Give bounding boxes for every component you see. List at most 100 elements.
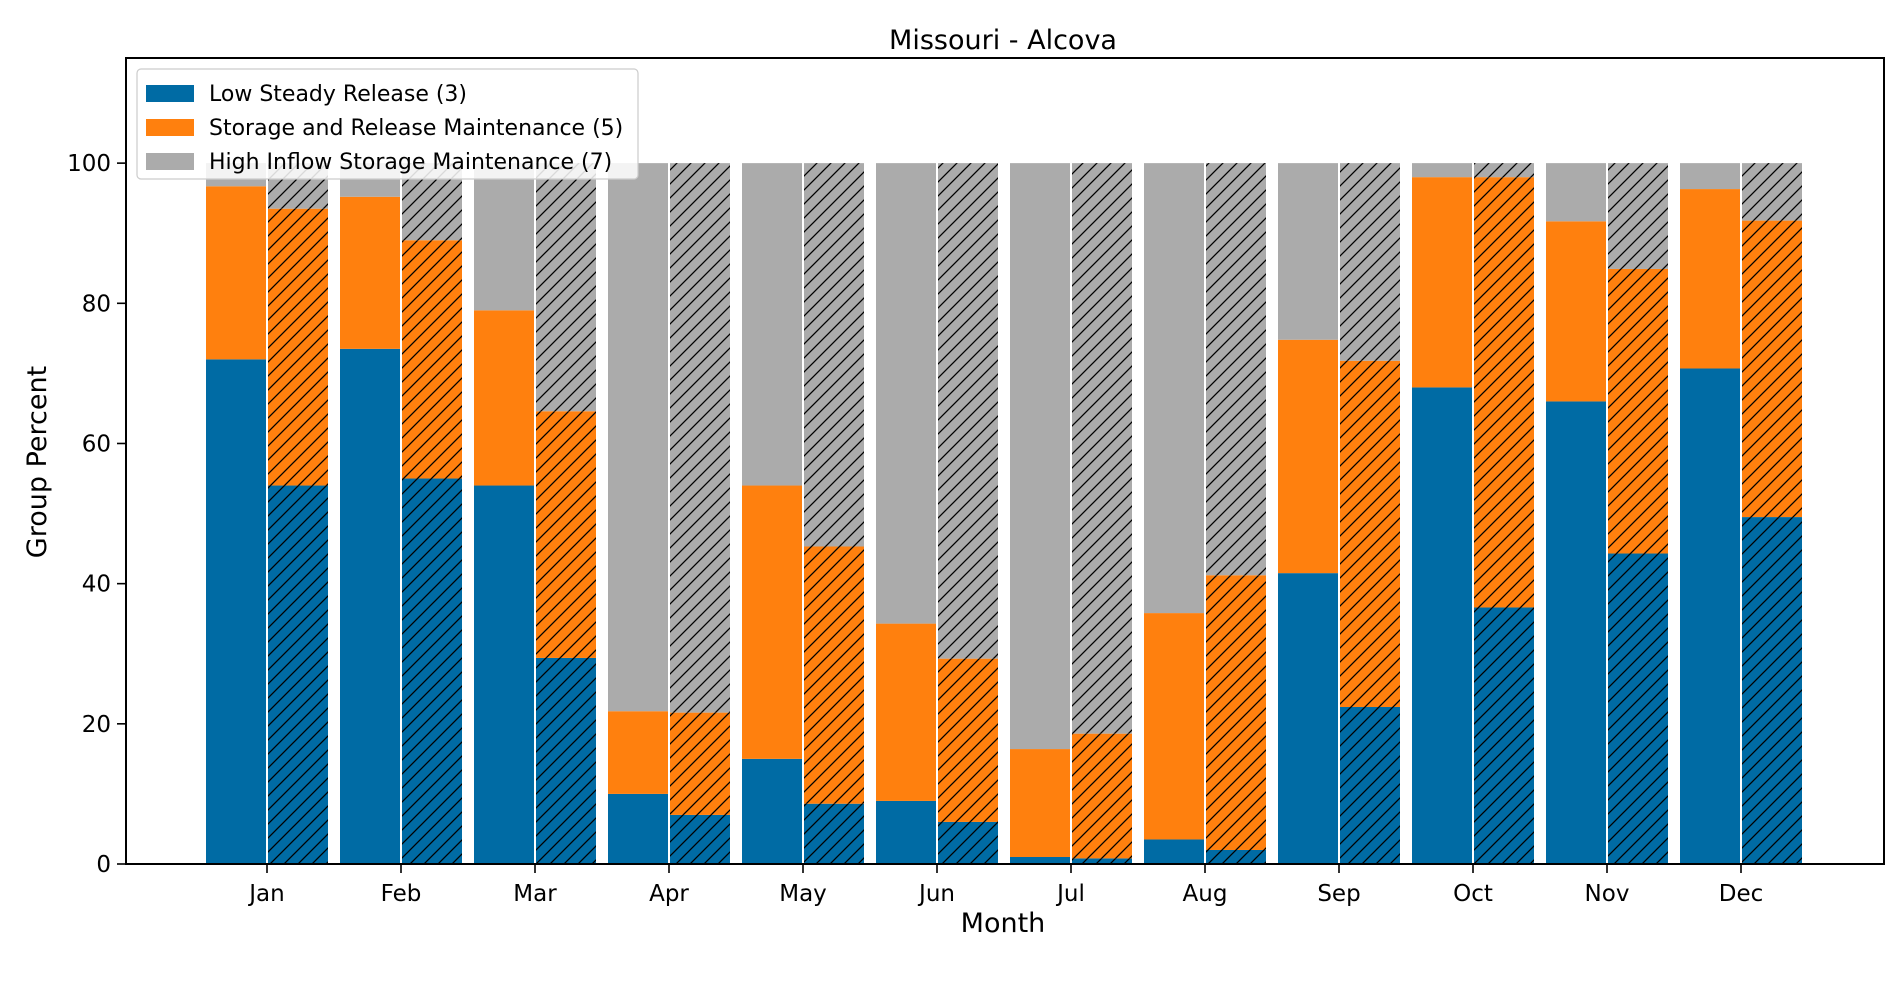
x-tick-label-dec: Dec [1719,881,1764,907]
bar-jul-series2-plain [1010,163,1070,750]
bar-may-series1-plain [742,485,802,759]
bar-may-series0-plain [742,758,802,864]
bar-hatch-jan-series0 [268,485,328,864]
bar-hatch-jun-series2 [938,163,998,659]
bar-sep-series1-plain [1278,339,1338,574]
bar-hatch-dec-series1 [1742,220,1802,518]
x-tick-label-aug: Aug [1183,881,1228,907]
x-tick-label-nov: Nov [1585,881,1630,907]
bar-hatch-jul-series0 [1072,858,1132,864]
legend-swatch [146,85,194,102]
bar-hatch-jun-series0 [938,821,998,864]
y-tick-label-40: 40 [82,572,111,598]
bar-aug-series0-plain [1144,839,1204,864]
y-tick-label-0: 0 [96,852,111,878]
bar-apr-series1-plain [608,711,668,794]
legend-swatch [146,153,194,170]
bar-jul-series0-plain [1010,856,1070,864]
plot-frame [125,57,1885,865]
bar-hatch-mar-series1 [536,411,596,658]
bar-hatch-nov-series2 [1608,163,1668,269]
bar-hatch-aug-series1 [1206,575,1266,850]
bar-jan-series0-plain [206,359,266,864]
bar-jun-series0-plain [876,800,936,864]
bar-dec-series1-plain [1680,189,1740,369]
bar-hatch-aug-series0 [1206,849,1266,864]
y-tick-label-60: 60 [82,431,111,457]
bar-hatch-nov-series0 [1608,553,1668,864]
y-tick-label-80: 80 [82,291,111,317]
bar-hatch-apr-series0 [670,814,730,864]
bar-hatch-may-series0 [804,803,864,864]
bar-oct-series1-plain [1412,177,1472,388]
bar-hatch-mar-series2 [536,163,596,412]
bars-layer [206,163,1802,865]
legend-label: Low Steady Release (3) [209,82,467,107]
bar-hatch-mar-series0 [536,657,596,864]
bar-hatch-sep-series2 [1340,163,1400,361]
bar-mar-series2-plain [474,163,534,311]
bar-nov-series0-plain [1546,401,1606,864]
bar-hatch-oct-series1 [1474,177,1534,608]
bar-dec-series0-plain [1680,368,1740,864]
bar-hatch-feb-series1 [402,240,462,479]
bar-sep-series2-plain [1278,163,1338,340]
bar-may-series2-plain [742,163,802,486]
bar-jun-series2-plain [876,163,936,624]
bar-feb-series1-plain [340,196,400,349]
bar-hatch-sep-series0 [1340,707,1400,864]
bar-hatch-apr-series1 [670,712,730,815]
legend-label: High Inflow Storage Maintenance (7) [209,150,612,175]
bar-dec-series2-plain [1680,163,1740,190]
bar-hatch-aug-series2 [1206,163,1266,576]
bar-mar-series0-plain [474,485,534,864]
bar-apr-series0-plain [608,793,668,864]
bar-hatch-may-series1 [804,546,864,804]
x-tick-label-mar: Mar [513,881,557,907]
bar-oct-series2-plain [1412,163,1472,178]
x-tick-label-jun: Jun [917,881,955,907]
bar-hatch-oct-series0 [1474,607,1534,864]
bar-aug-series1-plain [1144,613,1204,840]
x-tick-label-jul: Jul [1055,881,1085,907]
legend: Low Steady Release (3) Storage and Releas… [136,68,639,180]
bar-mar-series1-plain [474,310,534,486]
bar-hatch-apr-series2 [670,163,730,713]
bar-hatch-feb-series0 [402,478,462,864]
bar-jan-series1-plain [206,186,266,360]
bar-sep-series0-plain [1278,573,1338,864]
legend-label: Storage and Release Maintenance (5) [209,116,623,141]
x-tick-label-oct: Oct [1453,881,1493,907]
bar-hatch-dec-series0 [1742,517,1802,864]
bar-hatch-nov-series1 [1608,268,1668,554]
x-axis-title: Month [961,908,1046,939]
bar-jul-series1-plain [1010,749,1070,857]
bar-hatch-jan-series1 [268,208,328,486]
y-tick-label-20: 20 [82,712,111,738]
bar-hatch-jun-series1 [938,658,998,822]
bar-hatch-dec-series2 [1742,163,1802,221]
bar-aug-series2-plain [1144,163,1204,614]
legend-swatch [146,119,194,136]
bar-apr-series2-plain [608,163,668,712]
chart-title: Missouri - Alcova [889,25,1117,56]
y-axis-title: Group Percent [22,366,53,558]
bar-nov-series2-plain [1546,163,1606,222]
x-tick-label-sep: Sep [1317,881,1360,907]
bar-oct-series0-plain [1412,387,1472,864]
bar-feb-series0-plain [340,348,400,865]
bar-hatch-oct-series2 [1474,163,1534,178]
bar-hatch-jul-series2 [1072,163,1132,734]
legend-box [136,68,639,180]
x-tick-label-may: May [779,881,827,907]
x-tick-label-apr: Apr [649,881,689,907]
x-tick-label-jan: Jan [247,881,284,907]
x-tick-label-feb: Feb [381,881,422,907]
axes-layer: Jan Feb Mar Apr May Jun Jul Aug Sep Oct Nov Dec 0 20 4… [67,57,1885,907]
bar-hatch-jul-series1 [1072,733,1132,859]
bar-nov-series1-plain [1546,221,1606,402]
bar-hatch-may-series2 [804,163,864,547]
bar-jun-series1-plain [876,623,936,801]
